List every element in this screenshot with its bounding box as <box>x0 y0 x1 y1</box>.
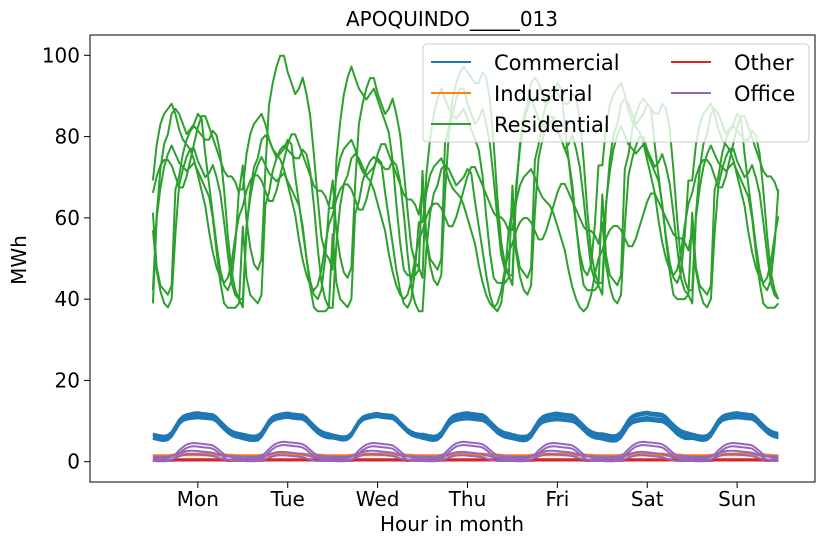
legend-label-commercial: Commercial <box>494 51 620 75</box>
series-commercial <box>153 412 778 442</box>
legend-label-office: Office <box>734 82 795 106</box>
y-tick-label: 100 <box>42 43 80 67</box>
y-tick-label: 20 <box>55 368 80 392</box>
x-tick-label: Tue <box>270 487 305 511</box>
legend-label-industrial: Industrial <box>494 82 593 106</box>
y-tick-label: 40 <box>55 287 80 311</box>
x-axis-label: Hour in month <box>380 512 524 536</box>
x-tick-label: Sun <box>718 487 756 511</box>
y-tick-label: 0 <box>67 450 80 474</box>
x-tick-label: Thu <box>448 487 487 511</box>
x-tick-label: Fri <box>545 487 569 511</box>
y-tick-label: 60 <box>55 206 80 230</box>
legend-label-other: Other <box>734 51 794 75</box>
legend-label-residential: Residential <box>494 113 610 137</box>
y-tick-label: 80 <box>55 125 80 149</box>
x-tick-label: Sat <box>631 487 664 511</box>
y-axis-label: MWh <box>7 235 31 285</box>
chart-title: APOQUINDO_____013 <box>346 7 558 31</box>
legend: Commercial Industrial Residential Other Offi… <box>423 44 809 142</box>
x-tick-label: Wed <box>356 487 400 511</box>
x-tick-label: Mon <box>177 487 219 511</box>
